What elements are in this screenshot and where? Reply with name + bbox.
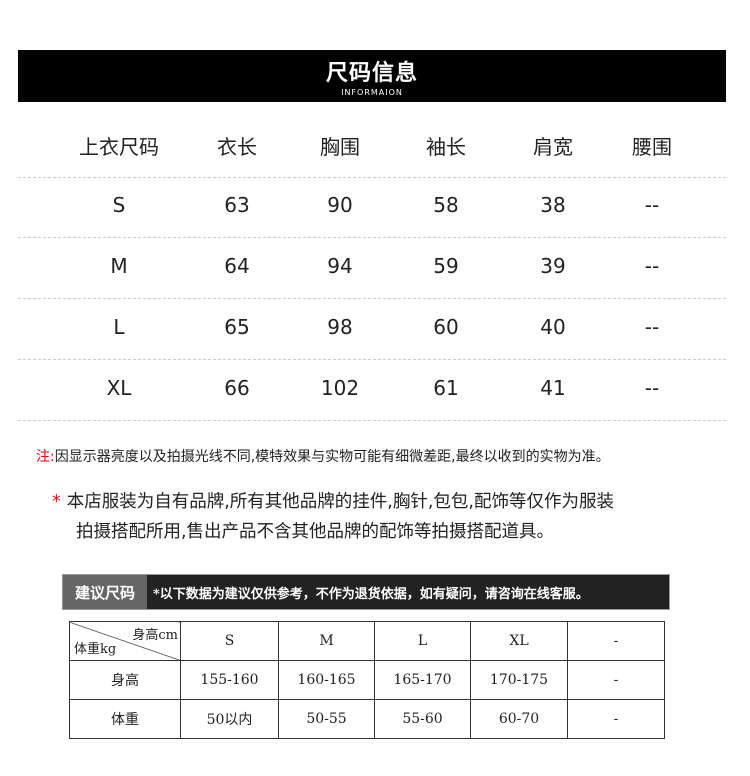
cell: 170-175 (470, 660, 568, 700)
header-cell: 衣长 (217, 135, 257, 159)
cell: -- (644, 254, 660, 278)
disclaimer-line-2: 拍摄搭配所用,售出产品不含其他品牌的配饰等拍摄搭配道具。 (76, 522, 555, 542)
table-row: M 64 94 59 39 -- (18, 251, 726, 281)
cell: 50-55 (278, 699, 375, 739)
cell: 65 (224, 315, 250, 339)
cell: 39 (540, 254, 566, 278)
cell: 64 (224, 254, 250, 278)
cell: 90 (327, 193, 353, 217)
table-row: XL 66 102 61 41 -- (18, 373, 726, 403)
cell: 60 (433, 315, 459, 339)
cell: 38 (540, 193, 566, 217)
cell: 63 (224, 193, 250, 217)
table-row: 身高 155-160 160-165 165-170 170-175 - (69, 660, 665, 700)
header-cell: S (180, 621, 279, 661)
corner-bottom: 体重kg (74, 642, 117, 657)
cell: 155-160 (180, 660, 279, 700)
recommend-message: *以下数据为建议仅供参考，不作为退货依据，如有疑问，请咨询在线客服。 (153, 586, 589, 602)
row-label: 体重 (69, 699, 181, 739)
row-divider (18, 298, 726, 299)
table-row: 体重 50以内 50-55 55-60 60-70 - (69, 699, 665, 739)
cell: 98 (327, 315, 353, 339)
cell: 59 (433, 254, 459, 278)
header-cell: 上衣尺码 (79, 135, 159, 159)
cell: M (110, 254, 128, 278)
recommend-label: 建议尺码 (63, 575, 147, 609)
header-cell: 腰围 (632, 135, 672, 159)
table-row: L 65 98 60 40 -- (18, 312, 726, 342)
row-divider (18, 237, 726, 238)
row-divider (18, 177, 726, 178)
table-row: S 63 90 58 38 -- (18, 190, 726, 220)
cell: -- (644, 315, 660, 339)
table-header-row: 上衣尺码 衣长 胸围 袖长 肩宽 腰围 (18, 132, 726, 162)
header-cell: 袖长 (426, 135, 466, 159)
title-banner: 尺码信息 INFORMAION (18, 50, 726, 102)
cell: 165-170 (374, 660, 471, 700)
header-cell: L (374, 621, 471, 661)
cell: 40 (540, 315, 566, 339)
cell: -- (644, 376, 660, 400)
recommend-table: 身高cm 体重kg S M L XL - 身高 155-160 160-165 1… (69, 621, 665, 739)
disclaimer-text-1: 本店服装为自有品牌,所有其他品牌的挂件,胸针,包包,配饰等仅作为服装 (66, 492, 614, 512)
cell: L (113, 315, 125, 339)
cell: 41 (540, 376, 566, 400)
asterisk-icon: * (52, 492, 61, 512)
cell: - (567, 660, 665, 700)
row-divider (18, 359, 726, 360)
cell: 60-70 (470, 699, 568, 739)
recommend-banner: 建议尺码 *以下数据为建议仅供参考，不作为退货依据，如有疑问，请咨询在线客服。 (62, 574, 670, 610)
row-label: 身高 (69, 660, 181, 700)
corner-top: 身高cm (132, 628, 178, 643)
row-divider (18, 420, 726, 421)
disclaimer-line-1: * 本店服装为自有品牌,所有其他品牌的挂件,胸针,包包,配饰等仅作为服装 (52, 488, 614, 513)
cell: S (112, 193, 126, 217)
header-cell: XL (470, 621, 568, 661)
cell: 102 (320, 376, 360, 400)
header-cell: 肩宽 (533, 135, 573, 159)
cell: - (567, 699, 665, 739)
header-cell: - (567, 621, 665, 661)
note-label: 注: (36, 449, 55, 465)
header-cell: M (278, 621, 375, 661)
note-text: 因显示器亮度以及拍摄光线不同,模特效果与实物可能有细微差距,最终以收到的实物为准… (54, 449, 610, 465)
table-header-row: 身高cm 体重kg S M L XL - (69, 621, 665, 661)
cell: 50以内 (180, 699, 279, 739)
header-cell: 胸围 (320, 135, 360, 159)
cell: 55-60 (374, 699, 471, 739)
cell: 94 (327, 254, 353, 278)
banner-subtitle: INFORMAION (341, 88, 403, 97)
cell: XL (106, 376, 132, 400)
cell: 66 (224, 376, 250, 400)
note: 注:因显示器亮度以及拍摄光线不同,模特效果与实物可能有细微差距,最终以收到的实物… (36, 446, 610, 466)
cell: -- (644, 193, 660, 217)
cell: 58 (433, 193, 459, 217)
cell: 61 (433, 376, 459, 400)
cell: 160-165 (278, 660, 375, 700)
banner-title: 尺码信息 (325, 61, 418, 86)
corner-cell: 身高cm 体重kg (69, 621, 181, 661)
